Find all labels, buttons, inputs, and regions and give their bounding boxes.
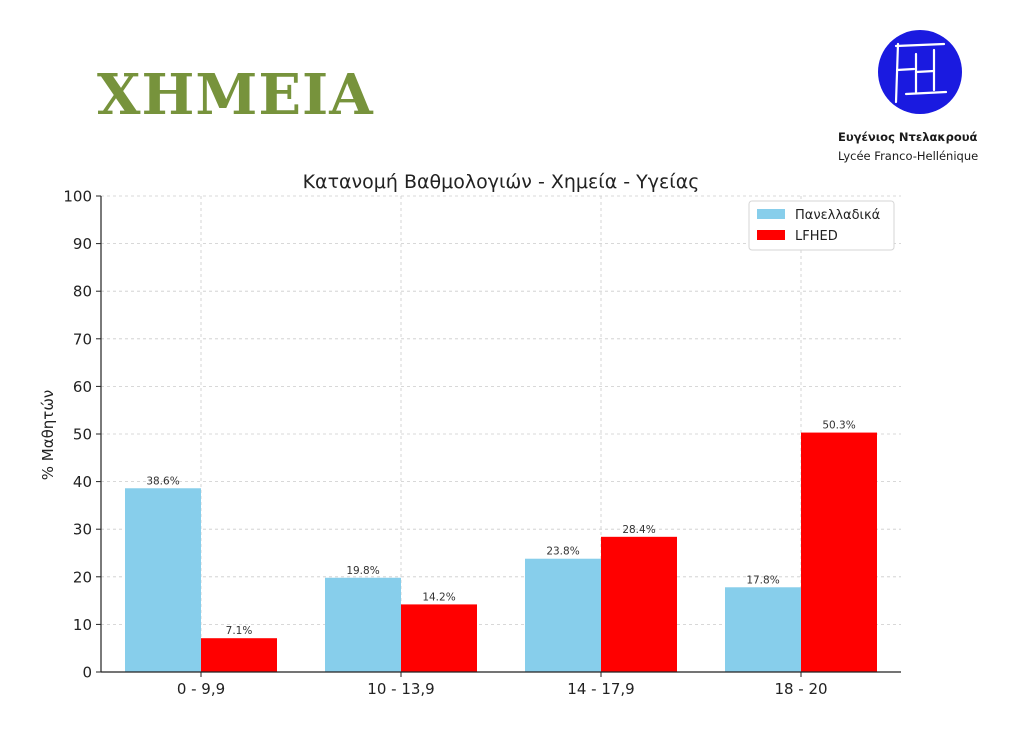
legend-box [748, 200, 895, 251]
x-tick-label: 0 - 9,9 [177, 680, 225, 698]
y-tick-label: 50 [73, 426, 92, 444]
y-tick-label: 70 [73, 330, 92, 348]
org-name: Ευγένιος Ντελακρουά [838, 130, 978, 144]
axes: 0 10 20 30 40 50 60 70 80 90 100 0 - 9,9 10 - 13,9 14… [63, 188, 901, 698]
x-tick-label: 18 - 20 [774, 680, 827, 698]
y-tick-label: 0 [82, 664, 92, 682]
bar-value-label: 7.1% [226, 625, 253, 637]
bar-value-label: 17.8% [746, 574, 779, 586]
bar-panellinies [525, 558, 601, 672]
bars: 38.6% 7.1% 19.8% 14.2% 23.8% 28.4% 17.8% 50.3% [125, 420, 877, 672]
bar-lfhed [201, 638, 277, 672]
bar-value-label: 38.6% [146, 475, 179, 487]
legend: Πανελλαδικά LFHED [748, 200, 895, 251]
y-tick-label: 10 [73, 616, 92, 634]
y-tick-label: 60 [73, 378, 92, 396]
bar-panellinies [325, 577, 401, 672]
y-tick-label: 100 [63, 188, 92, 206]
legend-label: LFHED [795, 229, 838, 244]
y-tick-label: 90 [73, 235, 92, 253]
legend-swatch [757, 209, 785, 219]
page-title: ΧΗΜΕΙΑ [97, 62, 374, 128]
bar-lfhed [401, 604, 477, 672]
bar-value-label: 28.4% [622, 524, 655, 536]
chart-title: Κατανομή Βαθμολογιών - Χημεία - Υγείας [303, 171, 700, 193]
bar-lfhed [601, 536, 677, 672]
bar-value-label: 14.2% [422, 591, 455, 603]
bar-panellinies [125, 488, 201, 672]
bar-lfhed [801, 432, 877, 672]
bar-value-label: 23.8% [546, 546, 579, 558]
legend-label: Πανελλαδικά [795, 208, 880, 223]
y-tick-label: 80 [73, 283, 92, 301]
x-tick-label: 10 - 13,9 [367, 680, 434, 698]
y-tick-label: 20 [73, 568, 92, 586]
school-logo [878, 30, 962, 114]
bar-value-label: 19.8% [346, 565, 379, 577]
bar-value-label: 50.3% [822, 420, 855, 432]
y-tick-label: 40 [73, 473, 92, 491]
org-subtitle: Lycée Franco-Hellénique [838, 149, 979, 163]
y-axis-label: % Μαθητών [39, 390, 57, 481]
x-tick-label: 14 - 17,9 [567, 680, 634, 698]
legend-swatch [757, 230, 785, 240]
bar-panellinies [725, 587, 801, 672]
logo-fh-icon [894, 42, 948, 104]
y-tick-label: 30 [73, 521, 92, 539]
